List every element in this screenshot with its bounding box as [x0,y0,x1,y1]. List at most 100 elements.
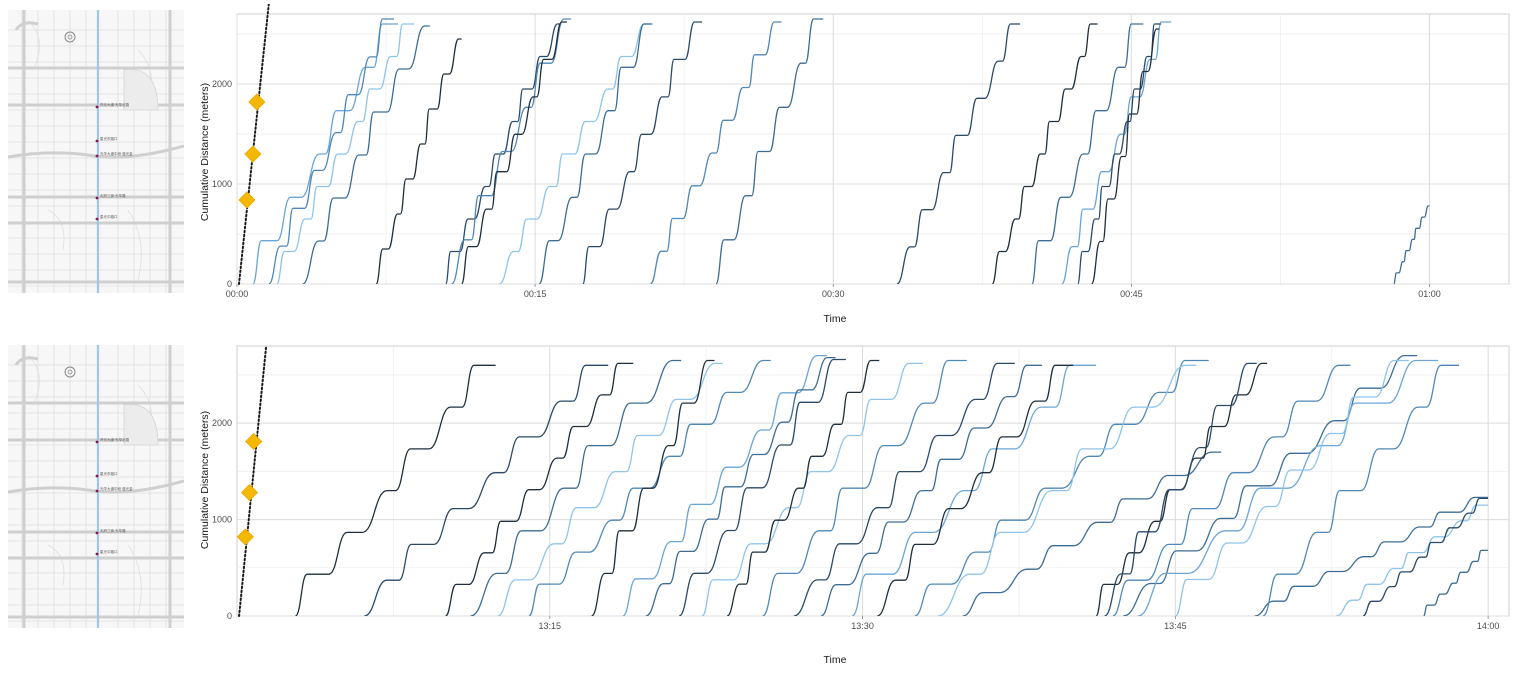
station-marker [95,531,99,535]
station-label: 星光东路口 [100,136,118,141]
bus-trajectory-line [851,364,1097,616]
x-axis-title: Time [824,654,847,666]
station-label: 天府三街·光华路 [100,528,126,533]
bus-trajectory-line [1335,504,1489,616]
bus-trajectory-line [590,359,715,616]
station-label: 开元大道·光华北路 [100,102,130,107]
x-tick-label: 13:15 [539,621,562,631]
bus-trajectory-line [1174,359,1409,616]
bus-trajectory-line [914,359,1209,616]
station-marker [95,474,99,478]
bus-trajectory-line [962,451,1222,616]
stop-diamond-marker [244,145,262,163]
station-marker [95,552,99,556]
bus-trajectory-line [302,25,430,284]
plot-area [236,13,1510,285]
bus-trajectory-line [460,21,567,284]
bus-trajectory-line [715,18,824,284]
bus-trajectory-line [1077,23,1162,284]
bus-trajectory-line [497,362,723,616]
station-label: 光华大道中段·蓝光金 [100,486,133,491]
station-marker [95,217,99,221]
station-label: 星光中路口 [100,549,118,554]
station-marker [95,105,99,109]
bus-trajectory-line [1254,496,1489,616]
bus-trajectory-line [937,364,1197,616]
y-axis-title: Cumulative Distance (meters) [199,83,211,221]
route-map-graphic: 开元大道·光华北路 星光东路口 光华大道中段·蓝光金 天府三街·光华路 星光中路… [8,345,184,628]
station-label: 天府三街·光华路 [100,193,126,198]
bus-trajectory-line [726,359,880,616]
station-marker [95,196,99,200]
x-tick-label: 01:00 [1418,289,1441,299]
bus-trajectory-line [1104,362,1257,616]
bus-trajectory-line [1362,497,1489,616]
bus-trajectory-line [991,23,1098,284]
station-label: 星光东路口 [100,471,118,476]
bus-trajectory-line [582,21,703,284]
station-label: 光华大道中段·蓝光金 [100,151,133,156]
bus-trajectory-line [762,359,967,616]
bus-trajectory-line [820,364,1042,616]
bus-trajectory-line [538,23,653,284]
station-label: 开元大道·光华北路 [100,437,130,442]
plot-area [236,345,1510,617]
bus-trajectory-line [294,364,496,616]
bus-trajectory-line [1090,28,1160,284]
station-marker [95,489,99,493]
bus-trajectory-line [645,356,836,616]
stop-diamond-marker [238,191,256,209]
bus-trajectory-line [896,23,1021,284]
time-space-chart-top: 00:00 00:15 00:30 00:45 01:00 0 1000 2000 Time … [195,4,1525,326]
bus-trajectory-line [1123,354,1418,616]
y-tick-label: 1000 [212,515,232,525]
bus-trajectory-line [363,364,609,616]
y-axis-title: Cumulative Distance (meters) [199,411,211,549]
bus-trajectory-line [678,358,846,616]
time-space-chart-bottom: 13:15 13:30 13:45 14:00 0 1000 2000 Time Cumul… [195,338,1525,670]
station-label: 星光中路口 [100,214,118,219]
x-tick-label: 13:45 [1164,621,1187,631]
x-tick-label: 00:00 [226,289,249,299]
bus-trajectory-line [622,354,828,616]
chart-svg: 13:15 13:30 13:45 14:00 0 1000 2000 Time Cumul… [199,345,1510,666]
bus-trajectory-line [276,23,414,284]
y-tick-label: 0 [227,279,232,289]
stop-diamond-marker [240,484,259,502]
y-tick-label: 2000 [212,418,232,428]
stop-diamond-marker [245,432,263,451]
bus-trajectory-line [1137,359,1439,616]
x-tick-label: 00:30 [822,289,845,299]
stop-diamond-marker [248,93,266,111]
x-tick-label: 00:45 [1120,289,1143,299]
bus-trajectory-line [252,23,398,284]
bus-trajectory-line [470,359,682,616]
y-tick-label: 1000 [212,179,232,189]
bus-trajectory-line [498,23,651,284]
x-tick-label: 14:00 [1477,621,1500,631]
station-marker [95,139,99,143]
bus-trajectory-line [1262,364,1459,616]
bus-trajectory-line [375,38,462,284]
bus-trajectory-line [1423,549,1489,616]
bus-trajectory-line [793,362,1015,616]
station-marker [95,440,99,444]
x-tick-label: 00:15 [524,289,547,299]
bus-trajectory-line [1393,205,1430,284]
y-tick-label: 2000 [212,79,232,89]
bus-trajectory-line [445,23,561,284]
bus-trajectory-line [268,18,394,284]
station-marker [95,154,99,158]
x-tick-label: 13:30 [851,621,874,631]
bus-trajectory-line [876,364,1074,616]
bus-trajectory-line [1061,21,1172,284]
route-map-bottom: 开元大道·光华北路 星光东路口 光华大道中段·蓝光金 天府三街·光华路 星光中路… [8,345,184,628]
bus-trajectory-line [1031,23,1144,284]
stop-diamond-marker [236,528,254,546]
bus-trajectory-line [649,21,782,284]
reference-dotted-line [237,4,270,285]
reference-dotted-line [238,345,268,617]
bus-trajectory-line [444,362,634,616]
y-tick-label: 0 [227,611,232,621]
